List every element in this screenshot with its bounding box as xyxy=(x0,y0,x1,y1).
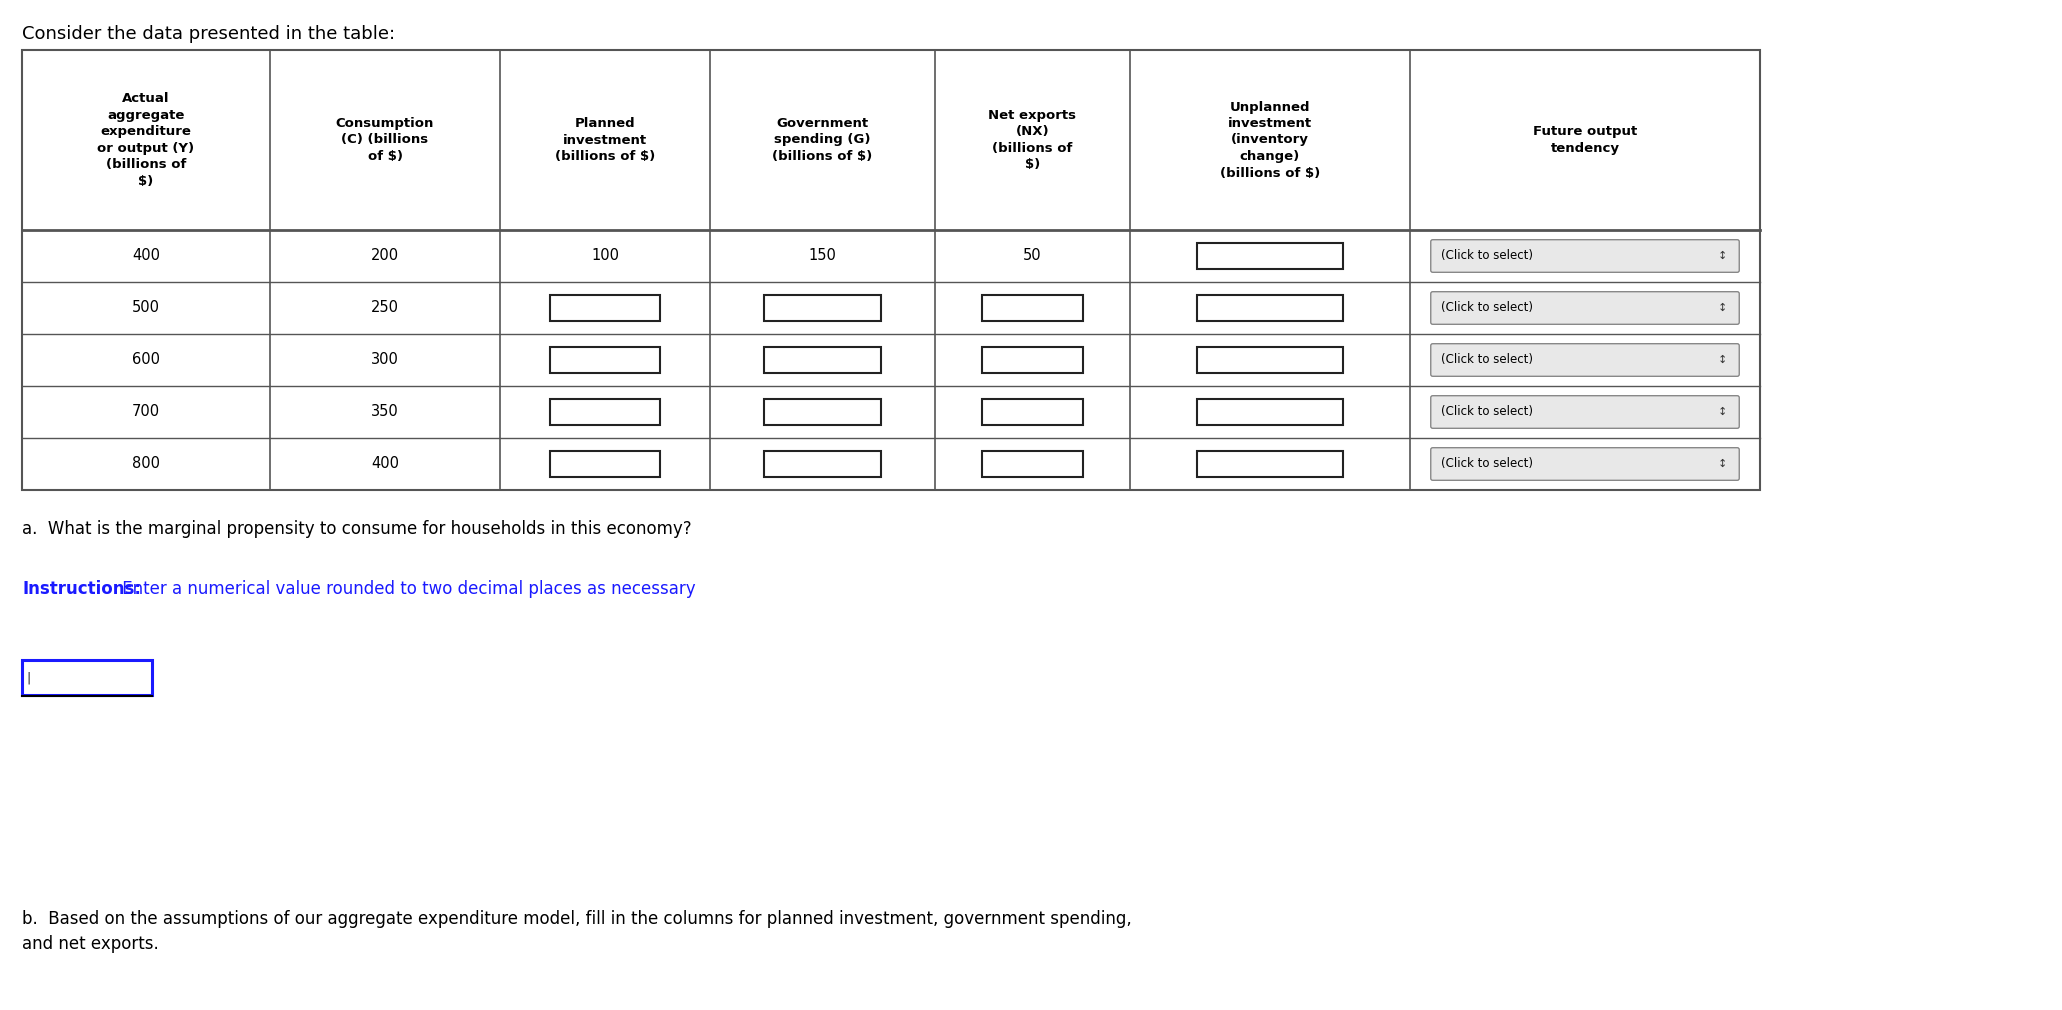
Text: (Click to select): (Click to select) xyxy=(1441,249,1532,263)
Text: (Click to select): (Click to select) xyxy=(1441,302,1532,314)
Bar xyxy=(23,50,1761,490)
FancyBboxPatch shape xyxy=(1431,396,1738,428)
Text: 500: 500 xyxy=(132,301,161,315)
Bar xyxy=(551,347,660,373)
Text: (Click to select): (Click to select) xyxy=(1441,458,1532,471)
Text: Future output
tendency: Future output tendency xyxy=(1532,125,1637,155)
Text: ↕: ↕ xyxy=(1718,251,1728,261)
Text: 250: 250 xyxy=(371,301,400,315)
Text: Actual
aggregate
expenditure
or output (Y)
(billions of
$): Actual aggregate expenditure or output (… xyxy=(97,92,194,188)
Text: 600: 600 xyxy=(132,352,161,368)
Text: Net exports
(NX)
(billions of
$): Net exports (NX) (billions of $) xyxy=(988,109,1076,172)
Text: Instructions:: Instructions: xyxy=(23,580,140,598)
Text: Unplanned
investment
(inventory
change)
(billions of $): Unplanned investment (inventory change) … xyxy=(1221,101,1320,180)
Text: 200: 200 xyxy=(371,248,400,264)
Bar xyxy=(551,451,660,477)
Bar xyxy=(765,451,880,477)
Bar xyxy=(1198,243,1342,269)
Text: 300: 300 xyxy=(371,352,398,368)
Text: b.  Based on the assumptions of our aggregate expenditure model, fill in the col: b. Based on the assumptions of our aggre… xyxy=(23,910,1132,953)
Bar xyxy=(982,451,1083,477)
Bar xyxy=(982,347,1083,373)
Text: ↕: ↕ xyxy=(1718,459,1728,469)
Text: a.  What is the marginal propensity to consume for households in this economy?: a. What is the marginal propensity to co… xyxy=(23,520,691,538)
Text: Government
spending (G)
(billions of $): Government spending (G) (billions of $) xyxy=(773,117,872,163)
Bar xyxy=(1198,295,1342,321)
Text: Planned
investment
(billions of $): Planned investment (billions of $) xyxy=(555,117,656,163)
FancyBboxPatch shape xyxy=(1431,447,1738,481)
Bar xyxy=(1198,451,1342,477)
FancyBboxPatch shape xyxy=(1431,292,1738,324)
Text: Consider the data presented in the table:: Consider the data presented in the table… xyxy=(23,25,396,43)
Text: (Click to select): (Click to select) xyxy=(1441,354,1532,367)
Text: 400: 400 xyxy=(132,248,161,264)
Text: 400: 400 xyxy=(371,457,400,472)
Bar xyxy=(1198,347,1342,373)
Bar xyxy=(551,399,660,425)
Text: ↕: ↕ xyxy=(1718,355,1728,365)
Text: |: | xyxy=(27,671,31,684)
Text: 700: 700 xyxy=(132,404,161,419)
Text: Enter a numerical value rounded to two decimal places as necessary: Enter a numerical value rounded to two d… xyxy=(118,580,695,598)
Bar xyxy=(765,399,880,425)
Text: 100: 100 xyxy=(592,248,619,264)
Text: 50: 50 xyxy=(1023,248,1041,264)
Text: ↕: ↕ xyxy=(1718,407,1728,417)
Text: (Click to select): (Click to select) xyxy=(1441,405,1532,418)
Bar xyxy=(765,347,880,373)
Bar xyxy=(23,660,153,695)
Text: 350: 350 xyxy=(371,404,398,419)
Text: 150: 150 xyxy=(808,248,837,264)
FancyBboxPatch shape xyxy=(1431,343,1738,377)
Bar xyxy=(1198,399,1342,425)
FancyBboxPatch shape xyxy=(1431,239,1738,273)
Bar xyxy=(982,295,1083,321)
Text: ↕: ↕ xyxy=(1718,303,1728,313)
Text: 800: 800 xyxy=(132,457,161,472)
Bar xyxy=(551,295,660,321)
Bar xyxy=(765,295,880,321)
Text: Consumption
(C) (billions
of $): Consumption (C) (billions of $) xyxy=(336,117,435,163)
Bar xyxy=(982,399,1083,425)
